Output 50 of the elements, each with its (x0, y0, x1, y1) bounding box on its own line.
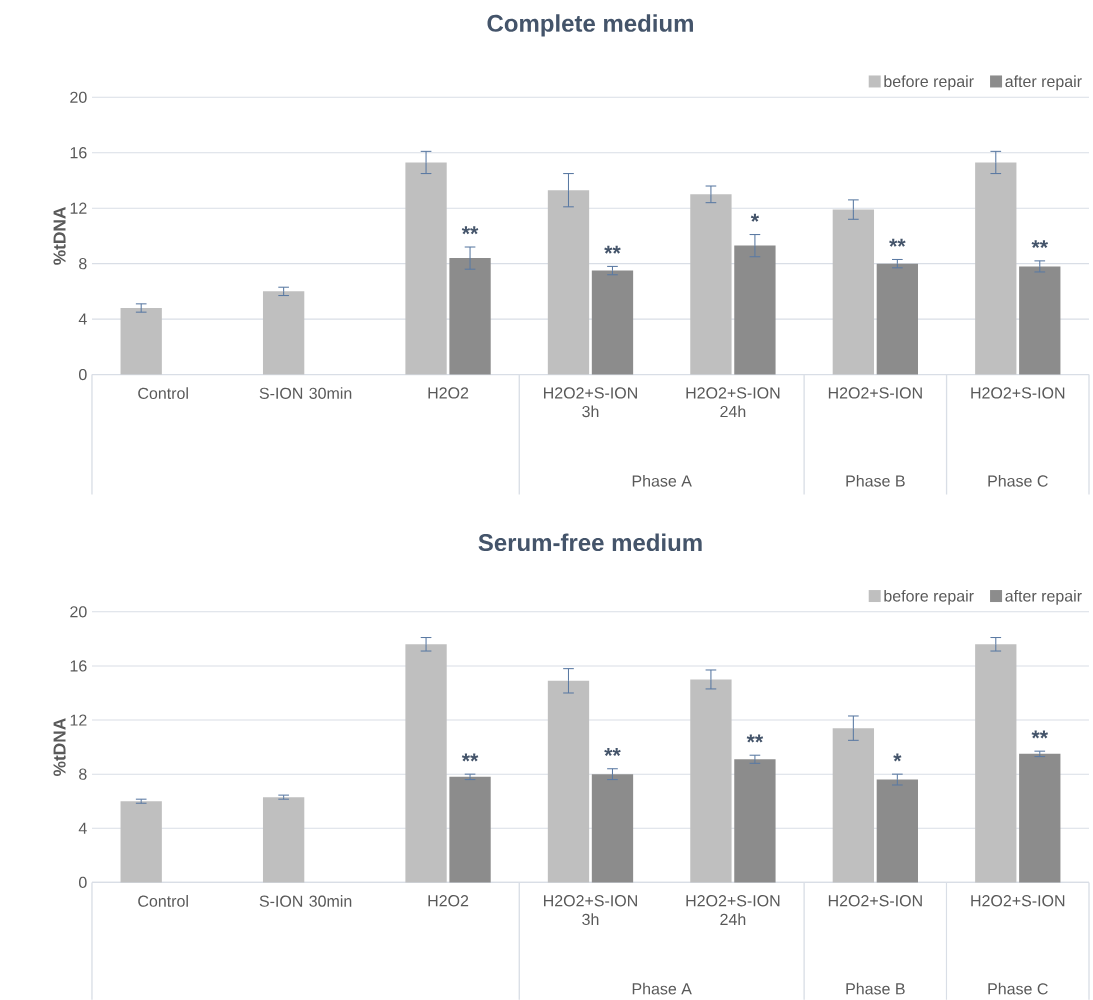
y-tick-label: 8 (79, 768, 87, 780)
data-label: ** (1031, 730, 1049, 739)
y-tick-label: 20 (70, 606, 87, 618)
data-label: ** (461, 753, 479, 762)
chart-title: Complete medium (487, 14, 693, 37)
x-tick-label: Control (138, 387, 188, 400)
x-tick-label: H2O2+S-ION (828, 895, 922, 907)
data-label: ** (604, 748, 621, 757)
x-tick-label: H2O2 (428, 895, 469, 907)
legend-label: after repair (1005, 75, 1082, 91)
y-tick-label: 20 (70, 91, 87, 104)
legend-label: before repair (884, 590, 974, 605)
y-tick-label: 8 (79, 258, 87, 270)
text: Phase C (988, 982, 1048, 995)
y-tick-label: 12 (70, 202, 87, 214)
x-tick-label: H2O2+S-ION (971, 387, 1065, 399)
data-label: ** (746, 734, 764, 743)
y-tick-label: 0 (79, 369, 87, 381)
data-label: ** (604, 245, 621, 254)
data-label: ** (461, 226, 479, 235)
legend-label: after repair (1005, 590, 1082, 605)
legend-label: before repair (884, 75, 974, 91)
x-tick-label: H2O2+S-ION (828, 387, 922, 399)
text: Phase C (988, 475, 1048, 487)
y-tick-label: 0 (79, 876, 87, 889)
text: Phase A (632, 982, 692, 995)
x-tick-label: Control (138, 895, 188, 907)
chart-title: Serum-free medium (478, 533, 702, 552)
x-tick-label: H2O2+S-ION 24h (686, 895, 780, 926)
x-tick-label: S-ION 30min (259, 387, 352, 400)
data-label: ** (1031, 240, 1049, 249)
y-axis-title: %tDNA (53, 718, 66, 777)
y-tick-label: 16 (70, 660, 87, 672)
y-axis-title: %tDNA (53, 207, 66, 265)
text: Phase B (846, 982, 905, 995)
data-label: * (893, 753, 902, 762)
text: Phase B (846, 475, 905, 487)
y-tick-label: 4 (78, 822, 87, 834)
x-tick-label: H2O2+S-ION (971, 895, 1065, 907)
x-tick-label: S-ION 30min (259, 895, 352, 907)
text: Phase A (632, 475, 692, 487)
x-tick-label: H2O2+S-ION 3h (544, 387, 637, 418)
data-label: * (750, 213, 760, 222)
x-tick-label: H2O2+S-ION 24h (686, 387, 780, 418)
y-tick-label: 16 (70, 147, 87, 159)
y-tick-label: 12 (70, 714, 87, 726)
x-tick-label: H2O2+S-ION 3h (544, 895, 637, 926)
data-label: ** (889, 238, 906, 247)
y-tick-label: 4 (78, 313, 87, 325)
x-tick-label: H2O2 (428, 387, 469, 399)
